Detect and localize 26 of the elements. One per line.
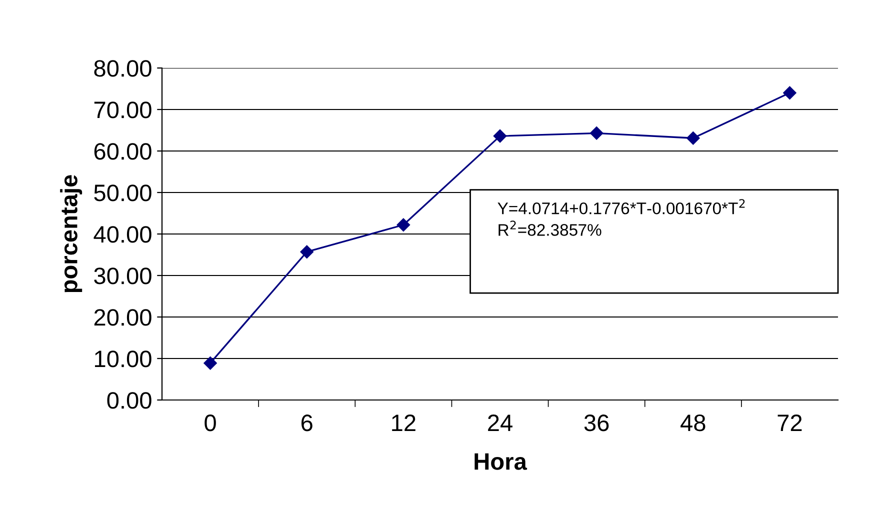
text: Y=4.0714+0.1776*T-0.001670*T$^{2}$ R$^{2}$=82.3857% xyxy=(498,199,745,236)
y-tick-label: 20.00 xyxy=(94,309,152,326)
x-tick-label: 24 xyxy=(488,414,512,431)
y-tick-label: 30.00 xyxy=(94,268,152,284)
y-axis-title: porcentaje xyxy=(60,175,82,292)
x-axis-title: Hora xyxy=(474,453,528,470)
y-tick-label: 80.00 xyxy=(94,60,152,77)
point xyxy=(300,245,314,258)
x-tick-label: 6 xyxy=(301,414,312,432)
point xyxy=(590,126,604,140)
y-tick-label: 70.00 xyxy=(94,102,152,118)
x-tick-label: 48 xyxy=(680,414,706,432)
x-tick-label: 12 xyxy=(392,414,416,431)
point xyxy=(783,86,796,100)
x-tick-label: 36 xyxy=(584,414,609,432)
y-tick-label: 10.00 xyxy=(95,350,152,368)
y-tick-label: 40.00 xyxy=(94,226,152,243)
x-tick-label: 72 xyxy=(778,414,802,431)
point xyxy=(686,132,700,145)
y-tick-label: 60.00 xyxy=(94,143,152,160)
point xyxy=(396,218,410,232)
point xyxy=(204,356,217,370)
x-tick-label: 0 xyxy=(204,414,216,432)
y-tick-label: 0.00 xyxy=(107,392,152,409)
y-tick-label: 50.00 xyxy=(94,184,152,202)
point xyxy=(493,129,507,143)
